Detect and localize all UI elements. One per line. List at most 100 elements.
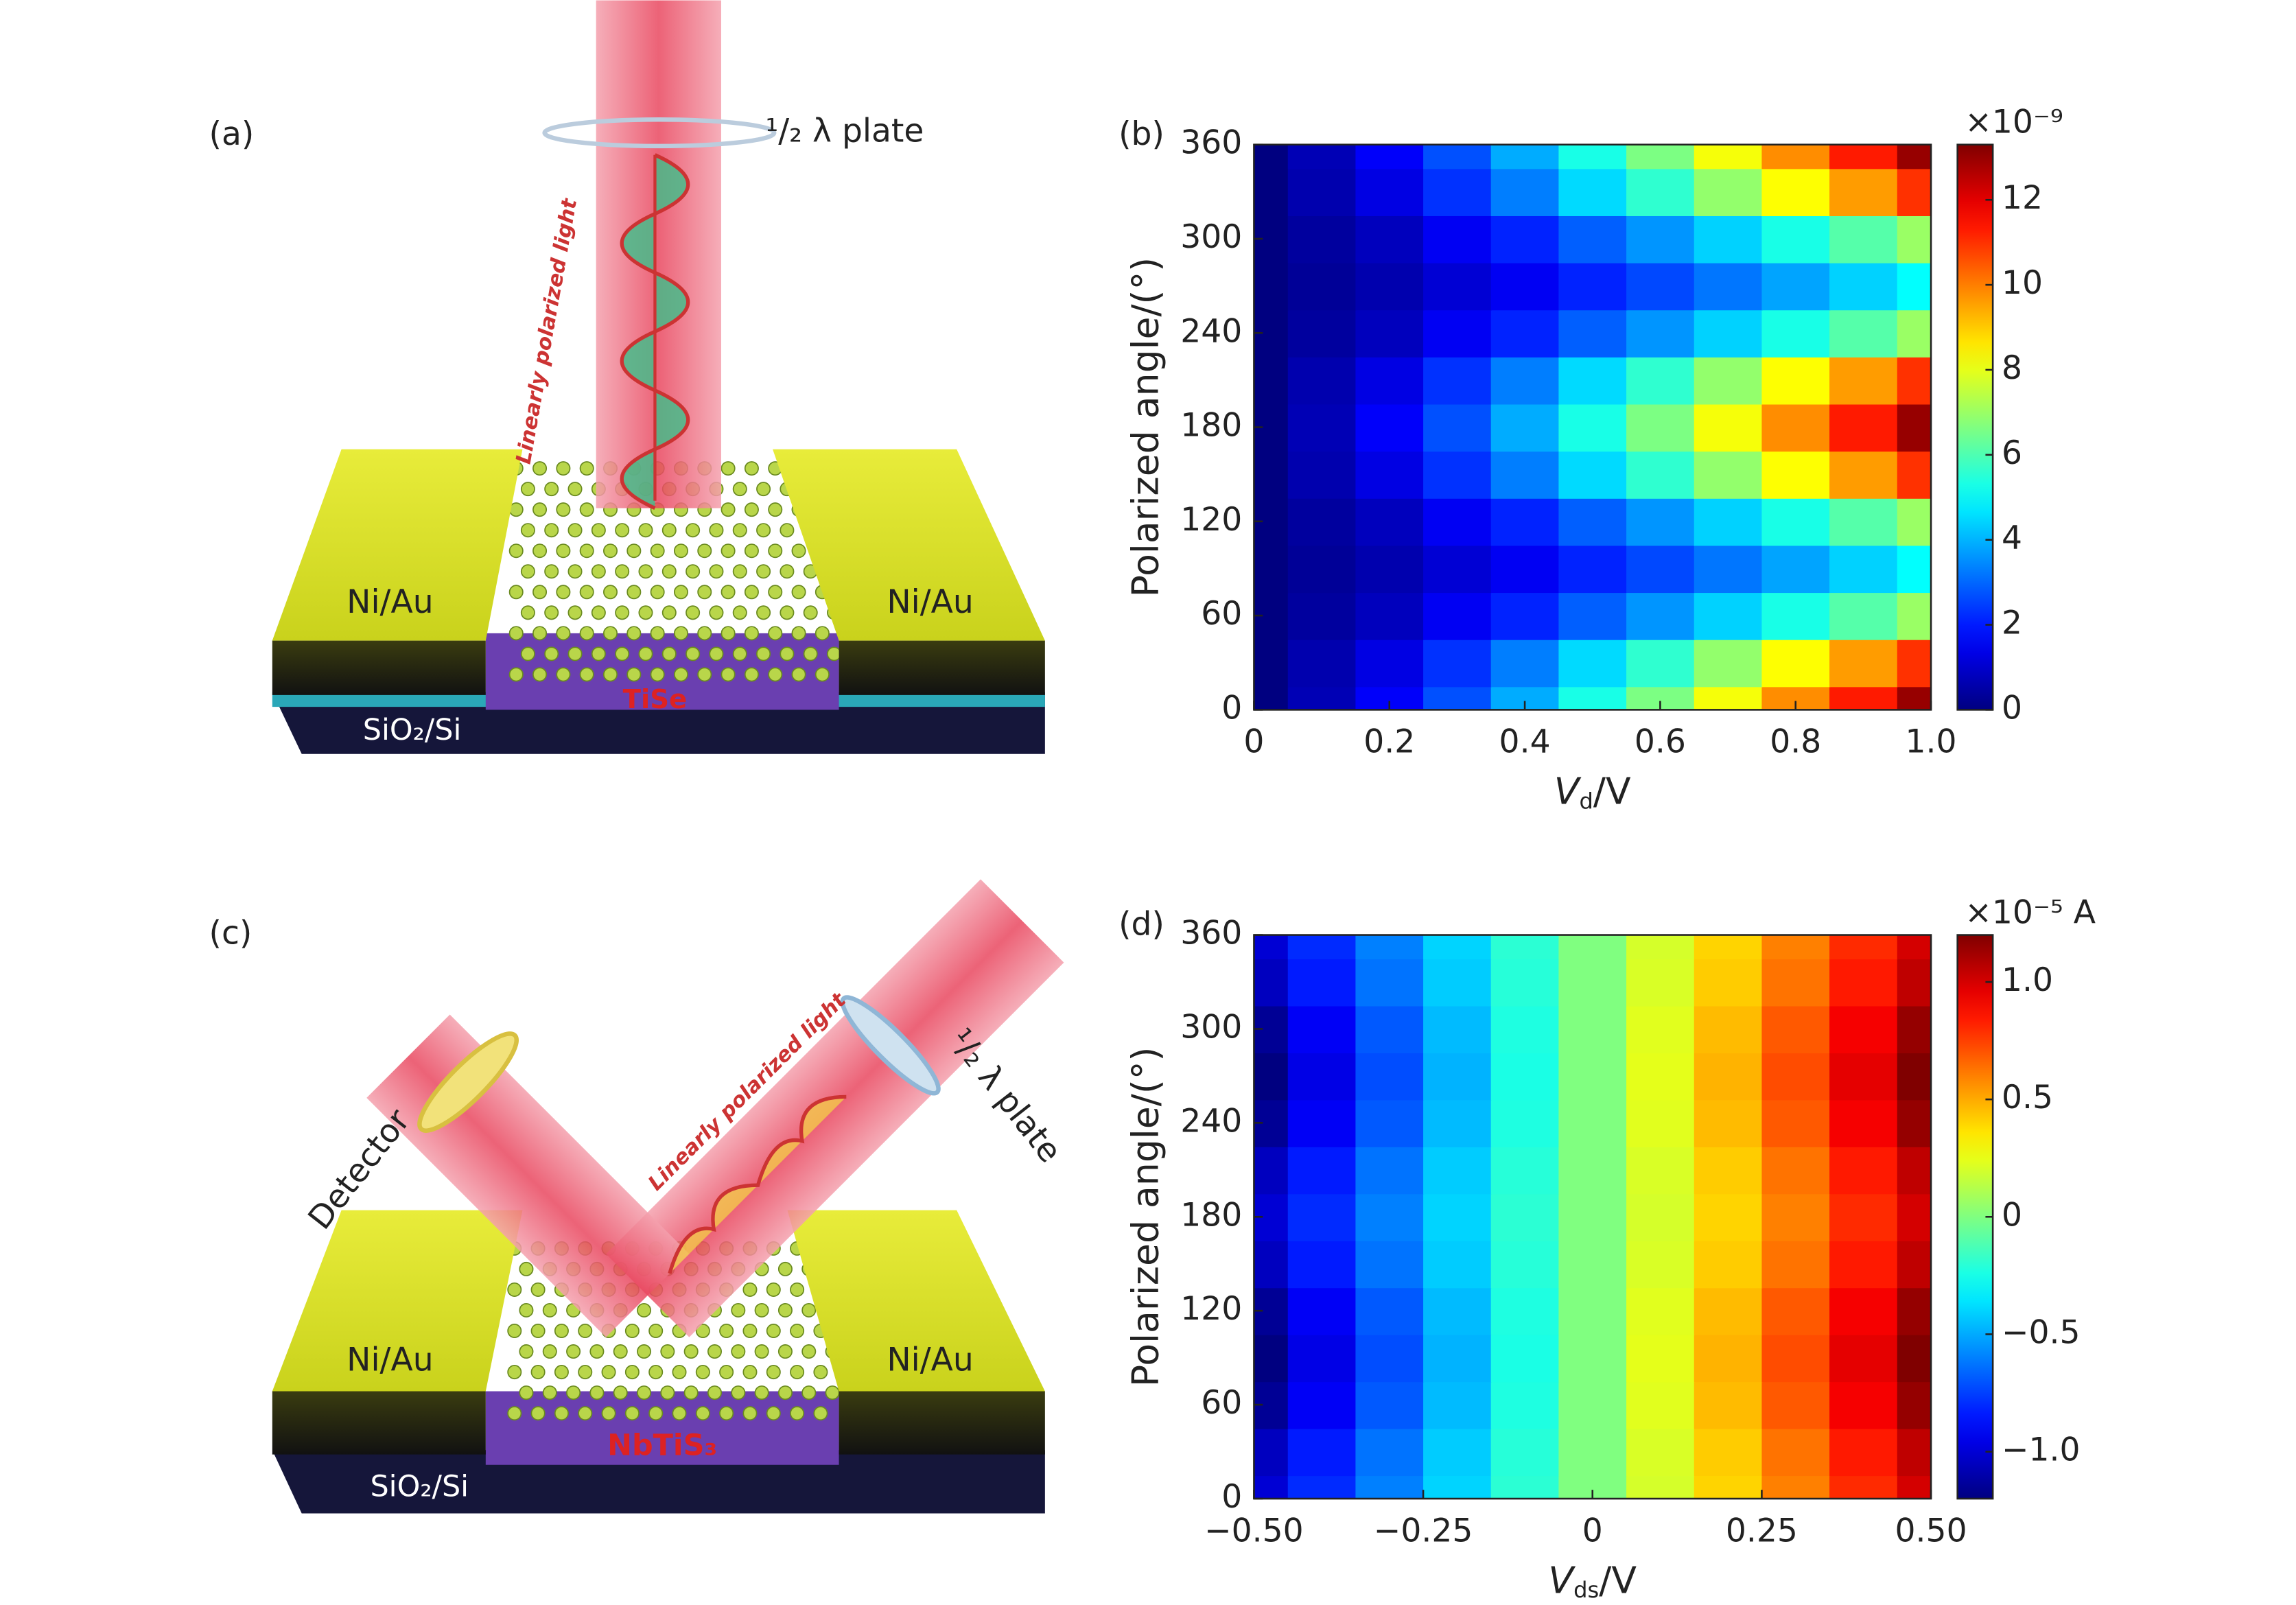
- heat-cell: [1423, 545, 1492, 594]
- colorbar-tick-label: 6: [2002, 434, 2022, 472]
- colorbar-tick-label: 1.0: [2002, 961, 2053, 999]
- y-tick-label: 60: [1201, 1384, 1242, 1422]
- heat-cell: [1355, 497, 1425, 546]
- x-axis-symbol: V: [1554, 769, 1582, 812]
- heat-cell: [1897, 639, 1932, 688]
- heat-cell: [1287, 545, 1357, 594]
- heat-cell: [1490, 356, 1560, 405]
- heat-cell: [1626, 1193, 1696, 1241]
- heat-cell: [1897, 1428, 1932, 1477]
- substrate: [272, 692, 1045, 754]
- heat-cell: [1287, 958, 1357, 1007]
- heat-cell: [1829, 545, 1899, 594]
- heat-cell: [1490, 545, 1560, 594]
- heat-cell: [1287, 168, 1357, 216]
- heat-cell: [1626, 1287, 1696, 1335]
- heat-cell: [1829, 1381, 1899, 1429]
- x-axis-label: Vd/V: [1554, 769, 1631, 814]
- heat-cell: [1761, 1334, 1831, 1383]
- heat-cell: [1490, 144, 1560, 169]
- heat-cell: [1490, 1099, 1560, 1147]
- heat-cell: [1254, 144, 1289, 169]
- heat-cell: [1694, 144, 1763, 169]
- heat-cell: [1254, 1146, 1289, 1195]
- y-tick-label: 180: [1180, 1196, 1242, 1234]
- colorbar-tick-label: −0.5: [2002, 1313, 2081, 1351]
- heat-cell: [1694, 1146, 1763, 1195]
- y-tick-label: 180: [1180, 407, 1242, 445]
- heat-cell: [1423, 1240, 1492, 1289]
- heat-cell: [1254, 545, 1289, 594]
- heat-cell: [1626, 1146, 1696, 1195]
- heat-cell: [1829, 591, 1899, 640]
- heat-cell: [1897, 1005, 1932, 1053]
- heat-cell: [1490, 1475, 1560, 1499]
- heat-cell: [1829, 1240, 1899, 1289]
- heat-cell: [1897, 545, 1932, 594]
- heat-cell: [1254, 450, 1289, 499]
- heat-cell: [1558, 168, 1628, 216]
- heat-cell: [1254, 639, 1289, 688]
- heat-cell: [1490, 215, 1560, 263]
- heat-cell: [1355, 1099, 1425, 1147]
- heat-cell: [1897, 215, 1932, 263]
- heat-cell: [1626, 591, 1696, 640]
- heat-cell: [1897, 356, 1932, 405]
- heat-cell: [1423, 356, 1492, 405]
- heat-cell: [1490, 450, 1560, 499]
- heat-cell: [1490, 1193, 1560, 1241]
- heat-cell: [1829, 639, 1899, 688]
- heat-cell: [1761, 1381, 1831, 1429]
- heat-cell: [1694, 450, 1763, 499]
- colorbar-tick-label: −1.0: [2002, 1431, 2081, 1469]
- material-label: TiSe: [623, 684, 688, 715]
- heat-cell: [1287, 686, 1357, 710]
- diagram-a: (a) Linearly polarized light ¹/₂ λ plate…: [209, 0, 1045, 754]
- heat-cell: [1423, 1099, 1492, 1147]
- heat-cell: [1897, 168, 1932, 216]
- heat-cell: [1626, 639, 1696, 688]
- light-label: Linearly polarized light: [512, 196, 583, 466]
- heat-cell: [1626, 262, 1696, 311]
- heat-cell: [1254, 356, 1289, 405]
- heat-cell: [1423, 309, 1492, 358]
- heat-cell: [1423, 168, 1492, 216]
- heat-cell: [1829, 309, 1899, 358]
- heat-cell: [1355, 168, 1425, 216]
- heatmap-panel: (b)0 0.2 0.4 0.6 0.8 1.0060120180240300360Vd/…: [1118, 104, 2063, 815]
- heat-cell: [1558, 591, 1628, 640]
- heat-cell: [1287, 591, 1357, 640]
- x-tick-label: 0: [1243, 723, 1264, 761]
- detector: [417, 1031, 519, 1133]
- heat-cell: [1558, 1334, 1628, 1383]
- heat-cell: [1287, 1099, 1357, 1147]
- heat-cell: [1897, 262, 1932, 311]
- heat-cell: [1897, 935, 1932, 960]
- electrode-front: [839, 640, 1045, 695]
- heat-cell: [1254, 1334, 1289, 1383]
- heat-cell: [1287, 1428, 1357, 1477]
- heat-cell: [1897, 497, 1932, 546]
- heat-cell: [1558, 1428, 1628, 1477]
- heat-cell: [1355, 1428, 1425, 1477]
- heat-cell: [1829, 1005, 1899, 1053]
- heat-cell: [1490, 1052, 1560, 1101]
- x-tick-label: 0.2: [1363, 723, 1415, 761]
- heat-cell: [1626, 958, 1696, 1007]
- heat-cell: [1829, 686, 1899, 710]
- heat-cell: [1287, 215, 1357, 263]
- heat-cell: [1694, 1193, 1763, 1241]
- heat-cell: [1423, 639, 1492, 688]
- heat-cell: [1626, 1428, 1696, 1477]
- heat-cell: [1829, 935, 1899, 960]
- plate-label: ¹/₂ λ plate: [765, 113, 924, 150]
- panel-label: (a): [209, 115, 255, 153]
- heat-cell: [1694, 545, 1763, 594]
- heat-cell: [1829, 262, 1899, 311]
- heat-cell: [1626, 1052, 1696, 1101]
- x-tick-label: 0.25: [1726, 1512, 1798, 1549]
- electrode-front: [272, 640, 486, 695]
- heat-cell: [1694, 591, 1763, 640]
- heat-cell: [1558, 403, 1628, 452]
